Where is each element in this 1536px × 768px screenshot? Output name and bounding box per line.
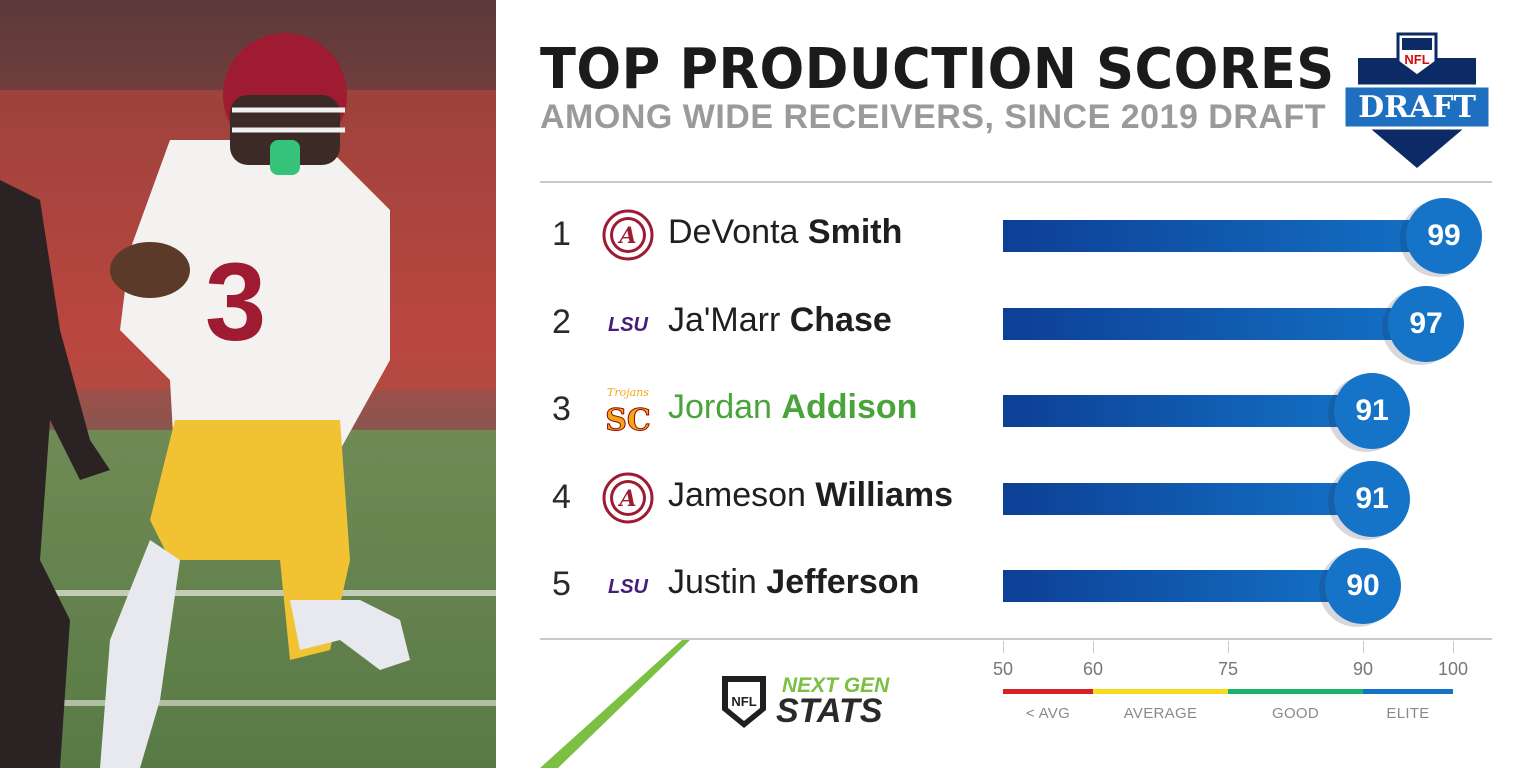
scale-tick-label: 50: [992, 659, 1014, 679]
usc-logo-icon: Trojans SC: [600, 380, 656, 440]
ranking-row: 1 A DeVonta Smith 99: [540, 195, 1500, 275]
scale-tick-label: 60: [1082, 659, 1104, 679]
scale-band-label: AVERAGE: [1123, 705, 1198, 722]
scale-tick: [1003, 641, 1004, 653]
svg-text:DRAFT: DRAFT: [1358, 90, 1477, 125]
scale-band: [1003, 689, 1093, 694]
score-badge: 91: [1334, 461, 1410, 537]
ranking-row: 4 A Jameson Williams 91: [540, 458, 1500, 538]
scale-tick: [1093, 641, 1094, 653]
ranking-row: 3 Trojans SC Jordan Addison 91: [540, 370, 1500, 450]
ranking-row: 2 LSU Ja'Marr Chase 97: [540, 283, 1500, 363]
scale-tick: [1453, 641, 1454, 653]
svg-text:SC: SC: [605, 403, 651, 438]
rank-number: 5: [552, 565, 571, 603]
scale-tick-label: 90: [1352, 659, 1374, 679]
rank-number: 1: [552, 215, 571, 253]
svg-text:LSU: LSU: [608, 314, 649, 336]
score-bar: [1003, 395, 1352, 427]
chart-title: TOP PRODUCTION SCORES: [540, 37, 1335, 102]
score-scale-legend: 50 60 75 90 100 < AVG AVERAGE GOOD ELITE: [993, 641, 1468, 735]
next-gen-stats-logo: NFL NEXT GEN STATS: [720, 670, 920, 730]
svg-text:STATS: STATS: [776, 692, 883, 730]
score-bar: [1003, 570, 1343, 602]
player-name: DeVonta Smith: [668, 213, 903, 251]
scale-band: [1093, 689, 1228, 694]
scale-band: [1363, 689, 1453, 694]
scale-band-label: < AVG: [1025, 705, 1071, 722]
accent-slash: [540, 640, 690, 768]
bottom-divider: [540, 638, 1492, 640]
score-badge: 99: [1406, 198, 1482, 274]
rank-number: 3: [552, 390, 571, 428]
lsu-logo-icon: LSU: [600, 555, 656, 615]
score-badge: 91: [1334, 373, 1410, 449]
scale-band-label: GOOD: [1271, 705, 1320, 722]
top-divider: [540, 181, 1492, 183]
scale-band: [1228, 689, 1363, 694]
player-name: Justin Jefferson: [668, 563, 920, 601]
chart-subtitle: AMONG WIDE RECEIVERS, SINCE 2019 DRAFT: [540, 98, 1327, 136]
alabama-logo-icon: A: [600, 205, 656, 265]
lsu-logo-icon: LSU: [600, 293, 656, 353]
svg-text:LSU: LSU: [608, 576, 649, 598]
player-name: Jordan Addison: [668, 388, 918, 426]
alabama-logo-icon: A: [600, 468, 656, 528]
svg-text:Trojans: Trojans: [607, 386, 649, 399]
svg-text:NFL: NFL: [1404, 52, 1429, 67]
svg-text:A: A: [617, 486, 636, 512]
scale-band-label: ELITE: [1386, 705, 1430, 722]
svg-text:NFL: NFL: [731, 694, 756, 709]
svg-text:3: 3: [205, 241, 266, 364]
svg-text:NEXT GEN: NEXT GEN: [782, 674, 890, 697]
score-badge: 97: [1388, 286, 1464, 362]
nfl-draft-logo: NFL DRAFT: [1340, 28, 1494, 170]
rank-number: 4: [552, 478, 571, 516]
score-bar: [1003, 308, 1406, 340]
player-photo: 3: [0, 0, 496, 768]
scale-tick: [1363, 641, 1364, 653]
player-name: Ja'Marr Chase: [668, 301, 892, 339]
score-bar: [1003, 220, 1424, 252]
scale-tick-label: 75: [1217, 659, 1239, 679]
ranking-row: 5 LSU Justin Jefferson 90: [540, 545, 1500, 625]
scale-tick-label: 100: [1437, 659, 1469, 679]
score-badge: 90: [1325, 548, 1401, 624]
rank-number: 2: [552, 303, 571, 341]
scale-tick: [1228, 641, 1229, 653]
player-name: Jameson Williams: [668, 476, 954, 514]
score-bar: [1003, 483, 1352, 515]
svg-text:A: A: [617, 223, 636, 249]
